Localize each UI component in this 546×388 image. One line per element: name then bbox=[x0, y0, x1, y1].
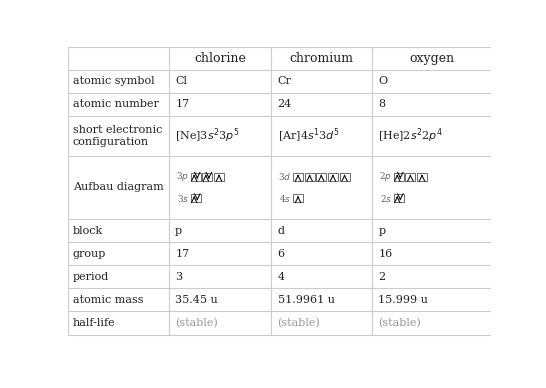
Text: half-life: half-life bbox=[73, 318, 116, 328]
Bar bbox=[214, 173, 224, 180]
Text: 4: 4 bbox=[277, 272, 284, 282]
Text: 16: 16 bbox=[378, 249, 393, 259]
Text: 3$p$: 3$p$ bbox=[176, 170, 189, 183]
Bar bbox=[305, 173, 314, 180]
Bar bbox=[417, 173, 427, 180]
Text: p: p bbox=[175, 225, 182, 236]
Bar bbox=[203, 173, 212, 180]
Text: 2$p$: 2$p$ bbox=[379, 170, 392, 183]
Text: (stable): (stable) bbox=[378, 318, 421, 328]
Bar bbox=[191, 194, 201, 202]
Bar bbox=[328, 173, 338, 180]
Text: 15.999 u: 15.999 u bbox=[378, 295, 428, 305]
Text: 8: 8 bbox=[378, 99, 385, 109]
Text: 3$s$: 3$s$ bbox=[177, 193, 189, 204]
Bar bbox=[340, 173, 349, 180]
Text: 3: 3 bbox=[175, 272, 182, 282]
Text: period: period bbox=[73, 272, 109, 282]
Text: short electronic
configuration: short electronic configuration bbox=[73, 125, 162, 147]
Text: atomic number: atomic number bbox=[73, 99, 159, 109]
Bar bbox=[394, 194, 404, 202]
Text: [Ne]3$s^2$3$p^5$: [Ne]3$s^2$3$p^5$ bbox=[175, 126, 240, 145]
Text: (stable): (stable) bbox=[175, 318, 218, 328]
Text: 17: 17 bbox=[175, 99, 189, 109]
Bar bbox=[293, 173, 303, 180]
Text: 51.9961 u: 51.9961 u bbox=[277, 295, 335, 305]
Text: 2$s$: 2$s$ bbox=[380, 193, 392, 204]
Text: [He]2$s^2$2$p^4$: [He]2$s^2$2$p^4$ bbox=[378, 126, 443, 145]
Bar bbox=[394, 173, 404, 180]
Text: block: block bbox=[73, 225, 103, 236]
Text: group: group bbox=[73, 249, 106, 259]
Text: oxygen: oxygen bbox=[409, 52, 454, 65]
Text: O: O bbox=[378, 76, 387, 86]
Bar bbox=[405, 173, 416, 180]
Bar bbox=[316, 173, 327, 180]
Text: [Ar]4$s^1$3$d^5$: [Ar]4$s^1$3$d^5$ bbox=[277, 127, 339, 145]
Text: Cl: Cl bbox=[175, 76, 187, 86]
Text: 35.45 u: 35.45 u bbox=[175, 295, 218, 305]
Text: 24: 24 bbox=[277, 99, 292, 109]
Text: Aufbau diagram: Aufbau diagram bbox=[73, 182, 164, 192]
Text: 6: 6 bbox=[277, 249, 284, 259]
Text: chlorine: chlorine bbox=[194, 52, 246, 65]
Text: atomic symbol: atomic symbol bbox=[73, 76, 155, 86]
Text: Cr: Cr bbox=[277, 76, 292, 86]
Text: atomic mass: atomic mass bbox=[73, 295, 144, 305]
Text: p: p bbox=[378, 225, 385, 236]
Bar bbox=[293, 194, 303, 202]
Bar bbox=[191, 173, 201, 180]
Text: 4$s$: 4$s$ bbox=[279, 193, 292, 204]
Text: 3$d$: 3$d$ bbox=[278, 171, 292, 182]
Text: 2: 2 bbox=[378, 272, 385, 282]
Text: 17: 17 bbox=[175, 249, 189, 259]
Text: d: d bbox=[277, 225, 284, 236]
Text: chromium: chromium bbox=[290, 52, 354, 65]
Text: (stable): (stable) bbox=[277, 318, 321, 328]
